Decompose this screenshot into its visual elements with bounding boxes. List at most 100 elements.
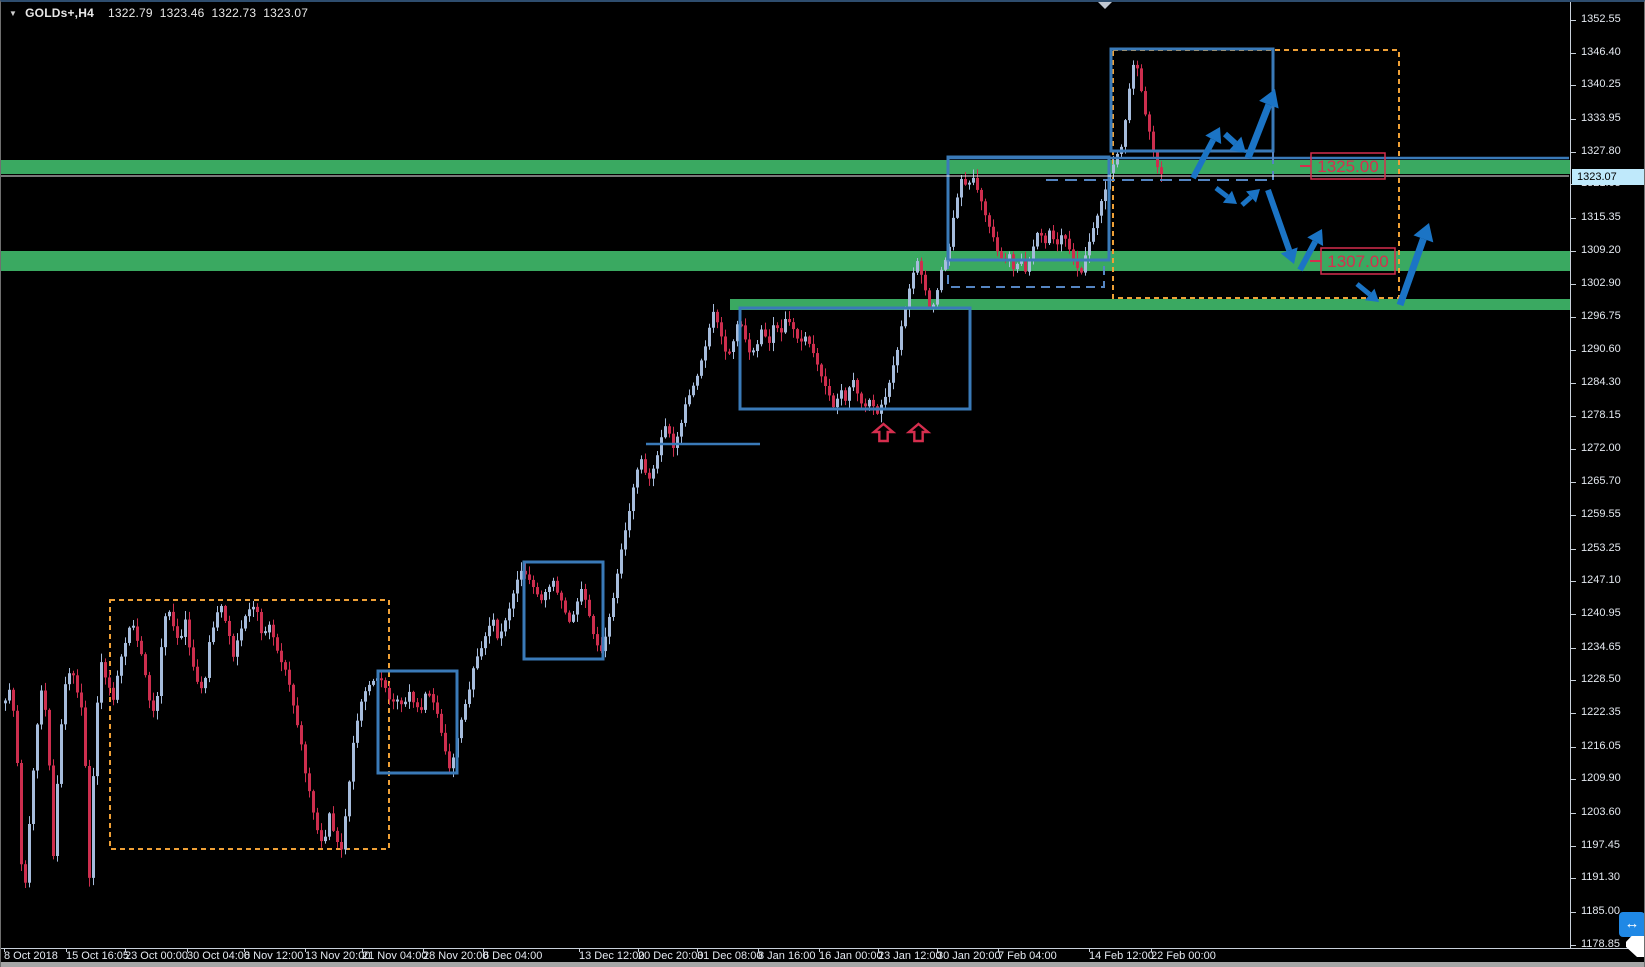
y-axis-label: 1284.30: [1581, 376, 1621, 388]
y-axis-tick: [1571, 383, 1576, 384]
y-axis-label: 1216.05: [1581, 740, 1621, 752]
y-axis-tick: [1571, 581, 1576, 582]
y-axis-tick: [1571, 449, 1576, 450]
y-axis-label: 1178.85: [1581, 938, 1620, 950]
x-axis-label: 23 Jan 12:00: [878, 950, 942, 962]
red-up-arrow[interactable]: [870, 422, 897, 443]
y-axis-label: 1296.75: [1581, 310, 1621, 322]
symbol-period-label: GOLDs+,H4: [25, 6, 94, 20]
x-axis-label: 23 Oct 00:00: [125, 950, 188, 962]
teamviewer-icon[interactable]: ↔: [1619, 912, 1644, 937]
y-axis-tick: [1571, 284, 1576, 285]
trend-arrow-shaft[interactable]: [1240, 195, 1253, 207]
consolidation-box[interactable]: [738, 306, 972, 411]
consolidation-box[interactable]: [376, 669, 459, 775]
y-axis-label: 1290.60: [1581, 343, 1621, 355]
x-axis-label: 21 Nov 04:00: [362, 950, 428, 962]
trend-arrow-head[interactable]: [1246, 189, 1260, 203]
trend-arrow-shaft[interactable]: [1190, 138, 1216, 180]
y-axis-tick: [1571, 218, 1576, 219]
current-price-badge: 1323.07: [1572, 169, 1644, 185]
price-label-text[interactable]: 1307.00: [1327, 252, 1388, 271]
y-axis-tick: [1571, 813, 1576, 814]
y-axis-tick: [1571, 251, 1576, 252]
y-axis-tick: [1571, 119, 1576, 120]
price-label-box[interactable]: [1310, 152, 1386, 180]
y-axis-label: 1222.35: [1581, 706, 1621, 718]
teamviewer-widget[interactable]: ↔: [1619, 912, 1644, 957]
trend-arrow-head[interactable]: [1259, 89, 1279, 109]
x-axis-label: 14 Feb 12:00: [1089, 950, 1154, 962]
dashed-extension-box[interactable]: [947, 260, 1105, 288]
trend-arrow-head[interactable]: [1280, 247, 1298, 264]
y-axis-label: 1228.50: [1581, 673, 1621, 685]
price-axis[interactable]: 1352.551346.401340.251333.951327.801321.…: [1571, 2, 1644, 950]
trend-arrow-shaft[interactable]: [1214, 186, 1229, 199]
y-axis-tick: [1571, 317, 1576, 318]
projection-box-dashed[interactable]: [109, 599, 390, 850]
y-axis-tick: [1571, 648, 1576, 649]
trend-arrow-head[interactable]: [1307, 229, 1324, 246]
trend-arrow-head[interactable]: [1413, 223, 1434, 243]
supply-zone-1307[interactable]: [1, 251, 1570, 271]
consolidation-box[interactable]: [1109, 47, 1275, 153]
projection-box-dashed[interactable]: [1112, 49, 1400, 299]
trend-arrow-shaft[interactable]: [1222, 131, 1238, 146]
y-axis-label: 1253.25: [1581, 542, 1621, 554]
x-axis-label: 6 Nov 12:00: [244, 950, 304, 962]
y-axis-tick: [1571, 482, 1576, 483]
trend-arrow-shaft[interactable]: [1396, 237, 1427, 307]
trend-arrow-head[interactable]: [1205, 127, 1222, 144]
x-axis-label: 8 Jan 16:00: [758, 950, 816, 962]
trend-arrow-shaft[interactable]: [1244, 103, 1273, 160]
y-axis-label: 1302.90: [1581, 277, 1621, 289]
chevron-down-icon[interactable]: ▼: [9, 8, 18, 18]
trend-arrow-head[interactable]: [1364, 288, 1379, 302]
red-up-arrow[interactable]: [905, 422, 932, 443]
x-axis-label: 16 Jan 00:00: [819, 950, 883, 962]
y-axis-label: 1352.55: [1581, 13, 1621, 25]
price-label-text[interactable]: 1325.00: [1317, 157, 1378, 176]
consolidation-box[interactable]: [946, 155, 1111, 262]
anchor-marker-icon: [1098, 2, 1112, 9]
y-axis-tick: [1571, 779, 1576, 780]
y-axis-label: 1315.35: [1581, 211, 1621, 223]
y-axis-label: 1333.95: [1581, 112, 1621, 124]
trend-arrow-head[interactable]: [1222, 190, 1237, 204]
y-axis-tick: [1571, 747, 1576, 748]
resistance-zone-1325[interactable]: [1, 160, 1570, 174]
x-axis-label: 22 Feb 00:00: [1151, 950, 1216, 962]
y-axis-label: 1309.20: [1581, 244, 1621, 256]
y-axis-tick: [1571, 53, 1576, 54]
price-label-box[interactable]: [1320, 247, 1396, 275]
x-axis-label: 13 Nov 20:00: [305, 950, 371, 962]
y-axis-tick: [1571, 846, 1576, 847]
trend-arrow-shaft[interactable]: [1265, 189, 1293, 252]
y-axis-label: 1247.10: [1581, 574, 1621, 586]
y-axis-label: 1191.30: [1581, 871, 1620, 883]
y-axis-label: 1340.25: [1581, 78, 1621, 90]
trend-arrow-head[interactable]: [1229, 136, 1246, 153]
y-axis-label: 1272.00: [1581, 442, 1621, 454]
y-axis-label: 1240.95: [1581, 607, 1621, 619]
y-axis-label: 1209.90: [1581, 772, 1621, 784]
y-axis-tick: [1571, 20, 1576, 21]
consolidation-box[interactable]: [522, 560, 605, 661]
support-zone-1298[interactable]: [730, 299, 1570, 310]
quote-open: 1322.79: [107, 6, 153, 20]
x-axis-label: 8 Oct 2018: [4, 950, 58, 962]
y-axis-label: 1278.15: [1581, 409, 1621, 421]
y-axis-tick: [1571, 152, 1576, 153]
trend-arrow-shaft[interactable]: [1355, 282, 1372, 297]
y-axis-label: 1197.45: [1581, 839, 1620, 851]
x-axis-label: 30 Jan 20:00: [937, 950, 1001, 962]
x-axis-label: 28 Nov 20:00: [423, 950, 489, 962]
y-axis-tick: [1571, 416, 1576, 417]
window-bottom-border: [1, 962, 1644, 967]
trend-arrow-shaft[interactable]: [1297, 240, 1318, 272]
y-axis-label: 1346.40: [1581, 46, 1621, 58]
teamviewer-page-shape: [1626, 936, 1644, 957]
time-axis[interactable]: 8 Oct 2018 15 Oct 16:05 23 Oct 00:00 30 Oct…: [1, 950, 1644, 964]
y-axis-tick: [1571, 515, 1576, 516]
